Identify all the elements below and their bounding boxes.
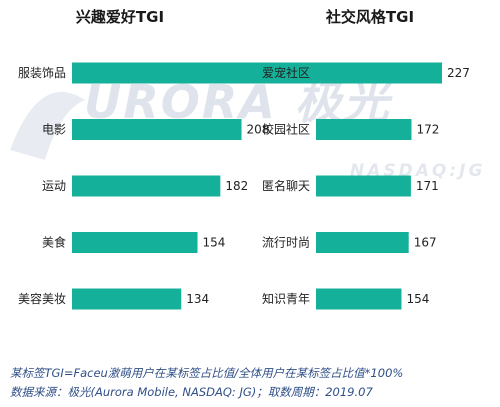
chart-panel-1: 兴趣爱好TGI服装饰品319电影208运动182美食154美容美妆134: [18, 8, 360, 310]
bar: [316, 232, 409, 253]
bar: [72, 288, 182, 310]
category-label: 电影: [42, 123, 66, 137]
value-label: 182: [225, 179, 248, 193]
data-source: 数据来源：极光(Aurora Mobile, NASDAQ: JG)；取数周期：…: [10, 385, 373, 399]
category-label: 运动: [42, 179, 66, 193]
bar: [316, 175, 411, 197]
bar: [72, 119, 242, 140]
chart-title: 社交风格TGI: [325, 8, 414, 26]
value-label: 208: [247, 123, 270, 137]
value-label: 167: [414, 236, 437, 250]
bar: [72, 175, 221, 197]
value-label: 134: [186, 292, 209, 306]
category-label: 知识青年: [262, 292, 310, 306]
category-label: 美食: [42, 235, 66, 250]
value-label: 171: [416, 179, 439, 193]
chart-panel-2: 社交风格TGI 爱宠社区 227 校园社区 172 匿名聊天 171 流行时尚 167 知识青年 1…: [262, 8, 470, 310]
category-label: 流行时尚: [262, 236, 310, 250]
bar: [316, 288, 402, 310]
tgi-definition: 某标签TGI=Faceu激萌用户在某标签占比值/全体用户在某标签占比值*100%: [10, 366, 404, 380]
chart-panels: 兴趣爱好TGI服装饰品319电影208运动182美食154美容美妆134社交风格…: [18, 8, 470, 310]
category-label: 爱宠社区: [262, 65, 310, 80]
chart-title: 兴趣爱好TGI: [76, 8, 164, 26]
aurora-swoosh-icon: [10, 91, 85, 160]
category-label: 美容美妆: [18, 291, 66, 306]
bar: [316, 119, 412, 140]
category-label: 服装饰品: [18, 66, 66, 80]
footnote: 某标签TGI=Faceu激萌用户在某标签占比值/全体用户在某标签占比值*100%…: [10, 364, 496, 402]
value-label: 154: [406, 292, 429, 306]
category-label: 校园社区: [262, 122, 310, 137]
category-label: 匿名聊天: [262, 178, 310, 193]
value-label: 227: [447, 66, 470, 80]
bar: [72, 232, 198, 253]
bar: [72, 62, 332, 84]
bar: [316, 62, 442, 84]
value-label: 154: [203, 236, 226, 250]
tgi-bar-charts: URORA 极光 NASDAQ:JG 兴趣爱好TGI服装饰品319电影208运动…: [10, 8, 482, 310]
value-label: 172: [416, 123, 439, 137]
